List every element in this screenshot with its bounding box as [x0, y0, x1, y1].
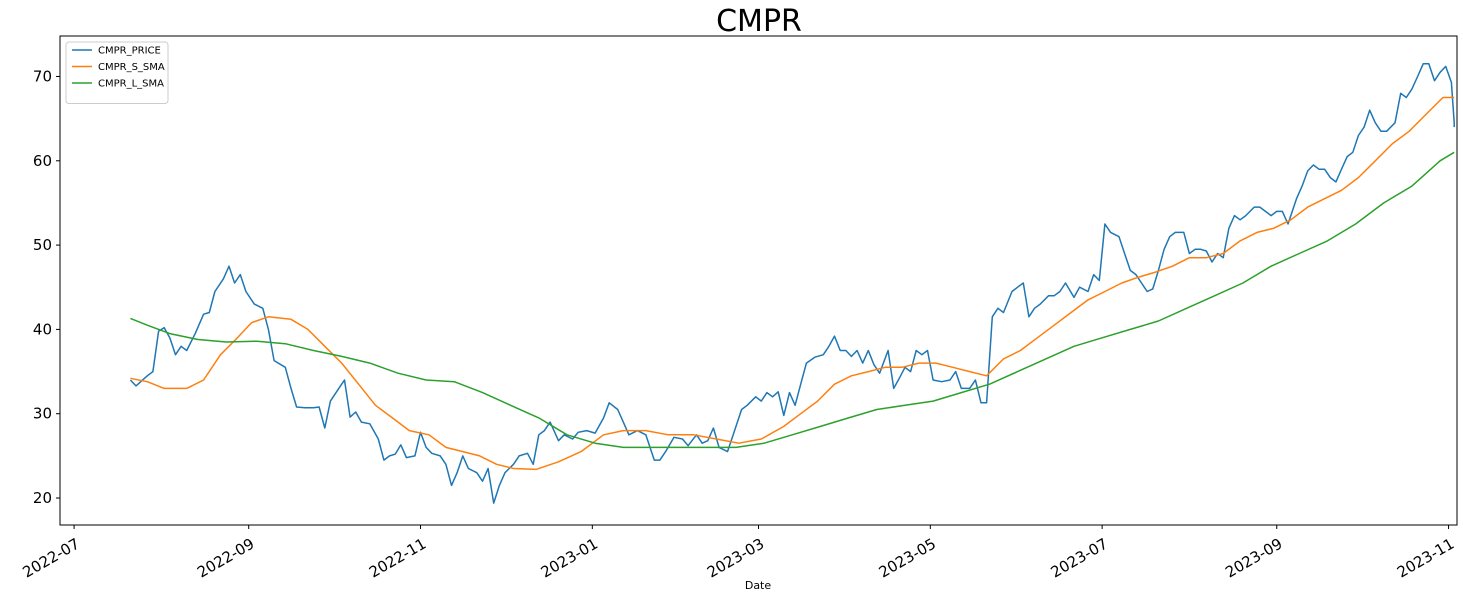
series-line-cmpr-s-sma	[130, 96, 1455, 471]
y-tick-label: 70	[33, 67, 52, 85]
y-tick-label: 30	[33, 405, 52, 423]
y-tick-label: 40	[33, 320, 52, 338]
legend: CMPR_PRICE CMPR_S_SMA CMPR_L_SMA	[65, 41, 169, 104]
y-tick-label: 50	[33, 236, 52, 254]
legend-label: CMPR_S_SMA	[98, 62, 165, 73]
chart-title: CMPR	[716, 4, 802, 39]
series-layer	[129, 63, 1455, 504]
legend-label: CMPR_L_SMA	[98, 79, 164, 90]
y-tick-label: 60	[33, 152, 52, 170]
y-tick-label: 20	[33, 489, 52, 507]
legend-label: CMPR_PRICE	[98, 46, 161, 57]
legend-box	[65, 41, 169, 104]
series-line-cmpr-price	[129, 63, 1455, 504]
y-axis: 20 30 40 50 60 70	[33, 67, 60, 507]
series-line-cmpr-l-sma	[130, 151, 1455, 449]
x-axis-label: Date	[745, 579, 772, 592]
